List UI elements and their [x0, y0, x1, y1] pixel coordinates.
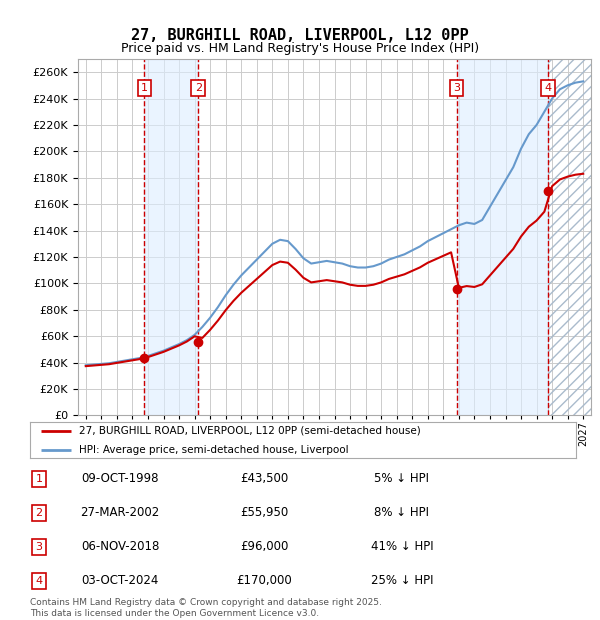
Text: HPI: Average price, semi-detached house, Liverpool: HPI: Average price, semi-detached house,… — [79, 445, 349, 454]
Text: 27, BURGHILL ROAD, LIVERPOOL, L12 0PP: 27, BURGHILL ROAD, LIVERPOOL, L12 0PP — [131, 29, 469, 43]
Text: 06-NOV-2018: 06-NOV-2018 — [81, 541, 159, 553]
Text: 4: 4 — [545, 83, 552, 93]
Text: 09-OCT-1998: 09-OCT-1998 — [81, 472, 159, 485]
Text: Contains HM Land Registry data © Crown copyright and database right 2025.
This d: Contains HM Land Registry data © Crown c… — [30, 598, 382, 618]
Text: 3: 3 — [453, 83, 460, 93]
Text: 1: 1 — [141, 83, 148, 93]
Text: 2: 2 — [195, 83, 202, 93]
Text: £55,950: £55,950 — [240, 507, 288, 519]
Text: 3: 3 — [35, 542, 43, 552]
Text: £96,000: £96,000 — [240, 541, 288, 553]
Text: 4: 4 — [35, 576, 43, 586]
Bar — [145, 59, 199, 415]
Text: Price paid vs. HM Land Registry's House Price Index (HPI): Price paid vs. HM Land Registry's House … — [121, 42, 479, 55]
Text: 27-MAR-2002: 27-MAR-2002 — [80, 507, 160, 519]
Text: £43,500: £43,500 — [240, 472, 288, 485]
Text: 41% ↓ HPI: 41% ↓ HPI — [371, 541, 433, 553]
Text: £170,000: £170,000 — [236, 575, 292, 587]
Text: 27, BURGHILL ROAD, LIVERPOOL, L12 0PP (semi-detached house): 27, BURGHILL ROAD, LIVERPOOL, L12 0PP (s… — [79, 425, 421, 436]
Text: 1: 1 — [35, 474, 43, 484]
Bar — [457, 59, 548, 415]
Text: 8% ↓ HPI: 8% ↓ HPI — [374, 507, 430, 519]
Text: 2: 2 — [35, 508, 43, 518]
Text: 5% ↓ HPI: 5% ↓ HPI — [374, 472, 430, 485]
Text: 25% ↓ HPI: 25% ↓ HPI — [371, 575, 433, 587]
Text: 03-OCT-2024: 03-OCT-2024 — [82, 575, 158, 587]
